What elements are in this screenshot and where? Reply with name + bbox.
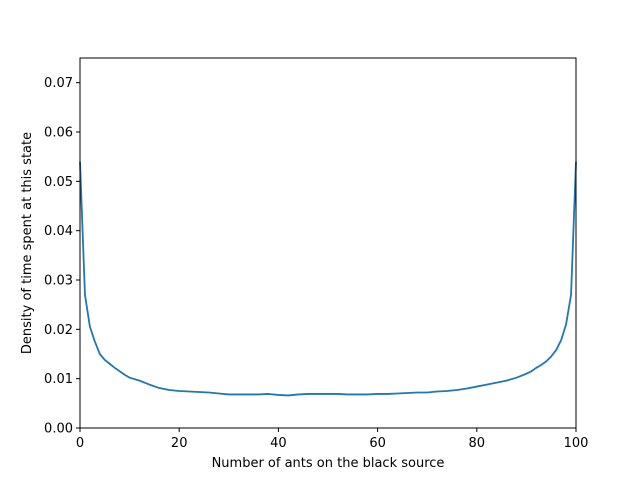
y-tick-label: 0.01: [44, 372, 73, 387]
series-line: [79, 161, 577, 397]
y-tick-label: 0.07: [44, 76, 73, 91]
y-tick-label: 0.06: [44, 126, 73, 141]
y-tick-label: 0.05: [44, 175, 73, 190]
x-tick-label: 20: [171, 436, 188, 451]
y-tick-label: 0.00: [44, 422, 73, 437]
series-group: [79, 161, 577, 397]
x-tick-label: 100: [564, 436, 589, 451]
y-axis-label: Density of time spent at this state: [20, 132, 35, 354]
x-tick-label: 40: [270, 436, 287, 451]
x-tick-label: 80: [469, 436, 486, 451]
x-axis-label: Number of ants on the black source: [212, 456, 445, 471]
plot-frame: [79, 57, 577, 429]
plot-background: [80, 58, 576, 428]
ticks-group: 0 20 40 60 80 100 0.00 0.01 0.02 0.03 0.04 0.05 0.06…: [44, 76, 588, 451]
x-tick-label: 60: [369, 436, 386, 451]
y-tick-label: 0.04: [44, 224, 73, 239]
x-tick-label: 0: [76, 436, 84, 451]
y-tick-label: 0.02: [44, 323, 73, 338]
y-tick-label: 0.03: [44, 274, 73, 289]
